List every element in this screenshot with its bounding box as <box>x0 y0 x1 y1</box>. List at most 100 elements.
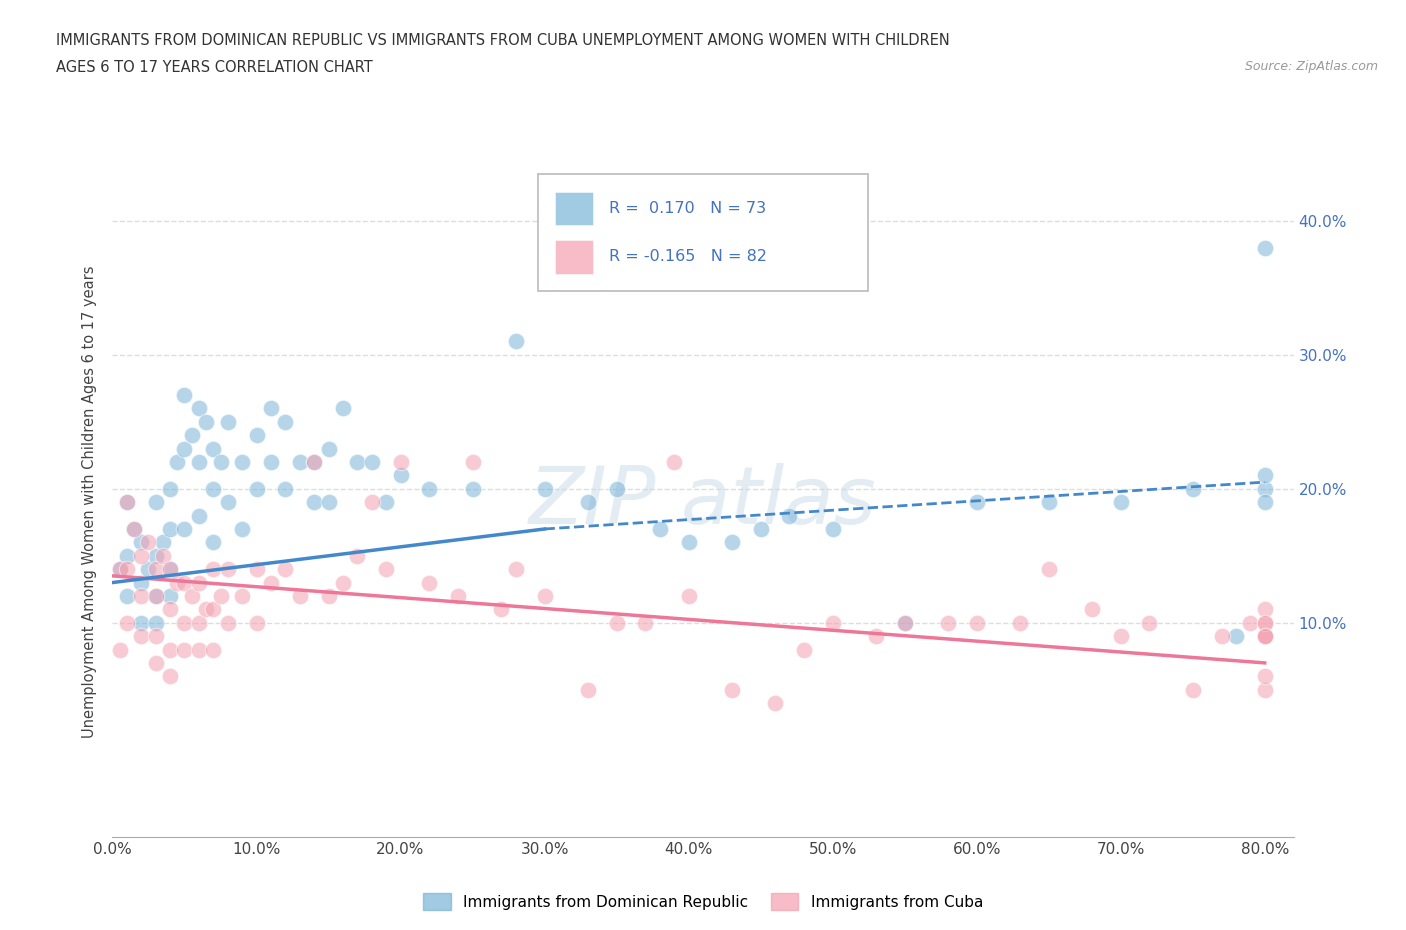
Point <box>180 589 202 604</box>
Point <box>1038 562 1060 577</box>
Point <box>209 455 232 470</box>
Point <box>966 616 988 631</box>
Point <box>245 616 267 631</box>
Point <box>173 522 195 537</box>
Point <box>129 549 152 564</box>
Point <box>166 575 188 590</box>
Point <box>302 455 325 470</box>
Point <box>1254 616 1277 631</box>
Y-axis label: Unemployment Among Women with Children Ages 6 to 17 years: Unemployment Among Women with Children A… <box>82 266 97 738</box>
Point <box>180 428 202 443</box>
Point <box>129 629 152 644</box>
Point <box>115 562 138 577</box>
Point <box>187 401 209 416</box>
Point <box>231 522 253 537</box>
Point <box>202 642 225 657</box>
Point <box>821 522 844 537</box>
Point <box>1181 683 1204 698</box>
Point <box>763 696 786 711</box>
FancyBboxPatch shape <box>537 174 869 291</box>
Point <box>778 508 800 523</box>
Point <box>115 589 138 604</box>
Point <box>115 616 138 631</box>
Point <box>187 575 209 590</box>
Point <box>202 562 225 577</box>
Point <box>678 589 700 604</box>
Point <box>505 334 527 349</box>
Point <box>195 415 218 430</box>
Point <box>152 549 174 564</box>
Point <box>217 415 239 430</box>
Point <box>159 562 181 577</box>
Point <box>145 589 167 604</box>
Point <box>288 455 311 470</box>
Point <box>187 616 209 631</box>
Point <box>166 455 188 470</box>
Point <box>678 535 700 550</box>
Point <box>966 495 988 510</box>
Point <box>893 616 915 631</box>
Point <box>217 616 239 631</box>
Point <box>533 589 555 604</box>
Point <box>145 629 167 644</box>
Point <box>505 562 527 577</box>
Point <box>145 616 167 631</box>
Point <box>173 441 195 456</box>
Text: ZIP atlas: ZIP atlas <box>529 463 877 541</box>
Text: R = -0.165   N = 82: R = -0.165 N = 82 <box>609 249 766 264</box>
Point <box>1038 495 1060 510</box>
Point <box>217 495 239 510</box>
Point <box>159 642 181 657</box>
Point <box>173 388 195 403</box>
Text: IMMIGRANTS FROM DOMINICAN REPUBLIC VS IMMIGRANTS FROM CUBA UNEMPLOYMENT AMONG WO: IMMIGRANTS FROM DOMINICAN REPUBLIC VS IM… <box>56 33 950 47</box>
Point <box>274 562 297 577</box>
Point <box>108 562 131 577</box>
Point <box>893 616 915 631</box>
Point <box>1139 616 1161 631</box>
Point <box>318 441 340 456</box>
Point <box>865 629 887 644</box>
Point <box>389 455 412 470</box>
Point <box>793 642 815 657</box>
Point <box>1254 616 1277 631</box>
Point <box>145 562 167 577</box>
Point <box>129 535 152 550</box>
Point <box>202 602 225 617</box>
Point <box>115 495 138 510</box>
Point <box>145 656 167 671</box>
Point <box>245 428 267 443</box>
Point <box>1254 669 1277 684</box>
Point <box>173 642 195 657</box>
Point <box>720 683 742 698</box>
Point <box>260 575 283 590</box>
Point <box>1081 602 1104 617</box>
Point <box>302 495 325 510</box>
Point <box>108 642 131 657</box>
Point <box>360 455 382 470</box>
Point <box>274 415 297 430</box>
Point <box>332 575 354 590</box>
Point <box>187 642 209 657</box>
Point <box>375 495 398 510</box>
Point <box>749 522 772 537</box>
Point <box>1008 616 1031 631</box>
Point <box>576 495 599 510</box>
Point <box>1239 616 1261 631</box>
Point <box>461 482 484 497</box>
Point <box>1254 482 1277 497</box>
Point <box>1181 482 1204 497</box>
Point <box>1109 629 1132 644</box>
Point <box>159 669 181 684</box>
Point <box>936 616 959 631</box>
Point <box>1254 629 1277 644</box>
Point <box>1254 629 1277 644</box>
Point <box>360 495 382 510</box>
Text: AGES 6 TO 17 YEARS CORRELATION CHART: AGES 6 TO 17 YEARS CORRELATION CHART <box>56 60 373 75</box>
Point <box>129 616 152 631</box>
Point <box>159 522 181 537</box>
Point <box>138 562 160 577</box>
Point <box>821 616 844 631</box>
Point <box>447 589 470 604</box>
Point <box>634 616 657 631</box>
Point <box>375 562 398 577</box>
